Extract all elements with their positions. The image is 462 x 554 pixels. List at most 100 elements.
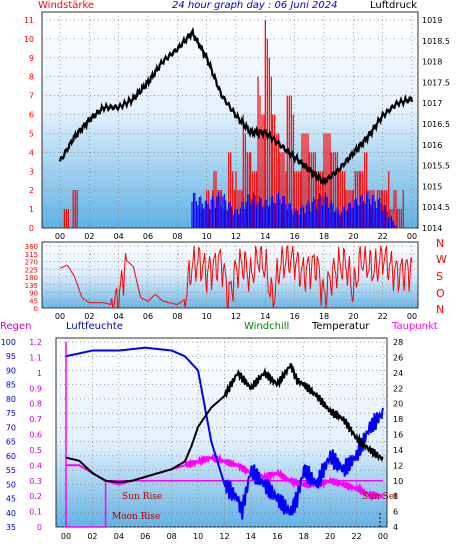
temperature-axis-tick: 8 bbox=[393, 492, 398, 501]
hour-tick: 00 bbox=[407, 312, 417, 321]
chart-title: 24 hour graph day : 06 Juni 2024 bbox=[172, 0, 338, 11]
humidity-axis-tick: 80 bbox=[6, 395, 16, 404]
humidity-axis-tick: 65 bbox=[6, 438, 16, 447]
rain-axis-tick: 0.8 bbox=[29, 400, 42, 409]
pressure-axis-tick: 1018 bbox=[422, 58, 442, 67]
temperature-axis-tick: 14 bbox=[393, 446, 403, 455]
humidity-axis-tick: 75 bbox=[6, 409, 16, 418]
rain-axis-tick: 0 bbox=[37, 523, 42, 532]
wind-axis-tick: 7 bbox=[29, 92, 34, 101]
rain-axis-tick: 0.1 bbox=[29, 508, 42, 517]
wind-axis-tick: 9 bbox=[29, 54, 34, 63]
hour-tick: 04 bbox=[114, 532, 124, 541]
hour-tick: 16 bbox=[272, 532, 282, 541]
rain-axis-tick: 0.6 bbox=[29, 431, 42, 440]
temperature-axis-tick: 18 bbox=[393, 415, 403, 424]
temperature-axis-tick: 28 bbox=[393, 338, 403, 347]
humidity-axis-tick: 45 bbox=[6, 495, 16, 504]
hour-tick: 22 bbox=[351, 532, 361, 541]
rain-axis-tick: 1.2 bbox=[29, 338, 42, 347]
direction-axis-tick: 180 bbox=[25, 274, 38, 282]
hour-tick: 08 bbox=[172, 232, 182, 241]
wind-speed-axis-title: Windstärke bbox=[38, 0, 95, 11]
pressure-axis-tick: 1014.5 bbox=[422, 203, 450, 212]
hour-tick: 20 bbox=[348, 232, 358, 241]
wind-axis-tick: 11 bbox=[24, 16, 34, 25]
wind-axis-tick: 6 bbox=[29, 111, 34, 120]
moon-rise-annotation: Moon Rise bbox=[112, 512, 161, 522]
direction-axis-tick: 0 bbox=[34, 305, 38, 313]
rain-axis-tick: 0.5 bbox=[29, 446, 42, 455]
direction-axis-tick: 360 bbox=[25, 243, 38, 251]
hour-tick: 02 bbox=[84, 232, 94, 241]
humidity-axis-tick: 60 bbox=[6, 452, 16, 461]
hour-tick: 16 bbox=[290, 312, 300, 321]
pressure-axis-tick: 1015.5 bbox=[422, 162, 450, 171]
hour-tick: 22 bbox=[378, 232, 388, 241]
hour-tick: 08 bbox=[172, 312, 182, 321]
direction-axis-tick: 45 bbox=[29, 297, 38, 305]
temperature-axis-tick: 16 bbox=[393, 431, 403, 440]
windchill-label: Windchill bbox=[244, 321, 290, 332]
hour-tick: 14 bbox=[260, 312, 270, 321]
wind-direction-line bbox=[59, 244, 413, 310]
hour-tick: 18 bbox=[319, 312, 329, 321]
hour-tick: 00 bbox=[61, 532, 71, 541]
pressure-axis-title: Luftdruck bbox=[370, 0, 418, 11]
direction-axis-tick: 225 bbox=[25, 266, 38, 274]
hour-tick: 00 bbox=[55, 312, 65, 321]
direction-axis-tick: 315 bbox=[25, 251, 38, 259]
hour-tick: 00 bbox=[55, 232, 65, 241]
hour-tick: 20 bbox=[348, 312, 358, 321]
pressure-axis-tick: 1016.5 bbox=[422, 120, 450, 129]
hour-tick: 08 bbox=[167, 532, 177, 541]
hour-tick: 12 bbox=[231, 312, 241, 321]
temperature-axis-tick: 26 bbox=[393, 353, 403, 362]
hour-tick: 06 bbox=[143, 312, 153, 321]
compass-w: W bbox=[436, 253, 447, 266]
wind-axis-tick: 4 bbox=[29, 148, 34, 157]
hour-tick: 00 bbox=[407, 232, 417, 241]
humidity-axis-tick: 95 bbox=[6, 352, 16, 361]
hour-tick: 12 bbox=[219, 532, 229, 541]
hour-tick: 00 bbox=[378, 532, 388, 541]
sun-rise-annotation: Sun Rise bbox=[122, 492, 163, 502]
temperature-axis-tick: 22 bbox=[393, 384, 403, 393]
rain-axis-tick: 1 bbox=[37, 369, 42, 378]
rain-axis-tick: 1.1 bbox=[29, 353, 42, 362]
wind-axis-tick: 1 bbox=[29, 205, 34, 214]
temperature-axis-tick: 10 bbox=[393, 477, 403, 486]
pressure-axis-tick: 1017 bbox=[422, 99, 442, 108]
direction-axis-tick: 90 bbox=[29, 290, 38, 298]
wind-axis-tick: 10 bbox=[24, 35, 34, 44]
compass-n-bottom: N bbox=[436, 303, 445, 316]
pressure-axis-tick: 1015 bbox=[422, 182, 442, 191]
pressure-axis-tick: 1018.5 bbox=[422, 37, 450, 46]
hour-tick: 10 bbox=[193, 532, 203, 541]
wind-axis-tick: 8 bbox=[29, 73, 34, 82]
pressure-axis-tick: 1017.5 bbox=[422, 78, 450, 87]
rain-label: Regen bbox=[0, 321, 32, 332]
rain-axis-tick: 0.9 bbox=[29, 384, 42, 393]
humidity-axis-tick: 85 bbox=[6, 381, 16, 390]
hour-tick: 04 bbox=[114, 232, 124, 241]
humidity-axis-tick: 70 bbox=[6, 423, 16, 432]
temperature-axis-tick: 6 bbox=[393, 508, 398, 517]
humidity-axis-tick: 50 bbox=[6, 480, 16, 489]
pressure-axis-tick: 1016 bbox=[422, 141, 442, 150]
compass-o: O bbox=[436, 287, 445, 300]
humidity-axis-tick: 55 bbox=[6, 466, 16, 475]
rain-axis-tick: 0.7 bbox=[29, 415, 42, 424]
pressure-axis-tick: 1019 bbox=[422, 16, 442, 25]
hour-tick: 06 bbox=[143, 232, 153, 241]
rain-axis-tick: 0.2 bbox=[29, 492, 42, 501]
hour-tick: 10 bbox=[202, 312, 212, 321]
sun-set-annotation: Sun Set bbox=[362, 492, 398, 502]
humidity-axis-tick: 100 bbox=[1, 338, 16, 347]
hour-tick: 20 bbox=[325, 532, 335, 541]
rain-axis-tick: 0.4 bbox=[29, 461, 42, 470]
pressure-line bbox=[58, 26, 414, 186]
hour-tick: 04 bbox=[114, 312, 124, 321]
hour-tick: 18 bbox=[299, 532, 309, 541]
